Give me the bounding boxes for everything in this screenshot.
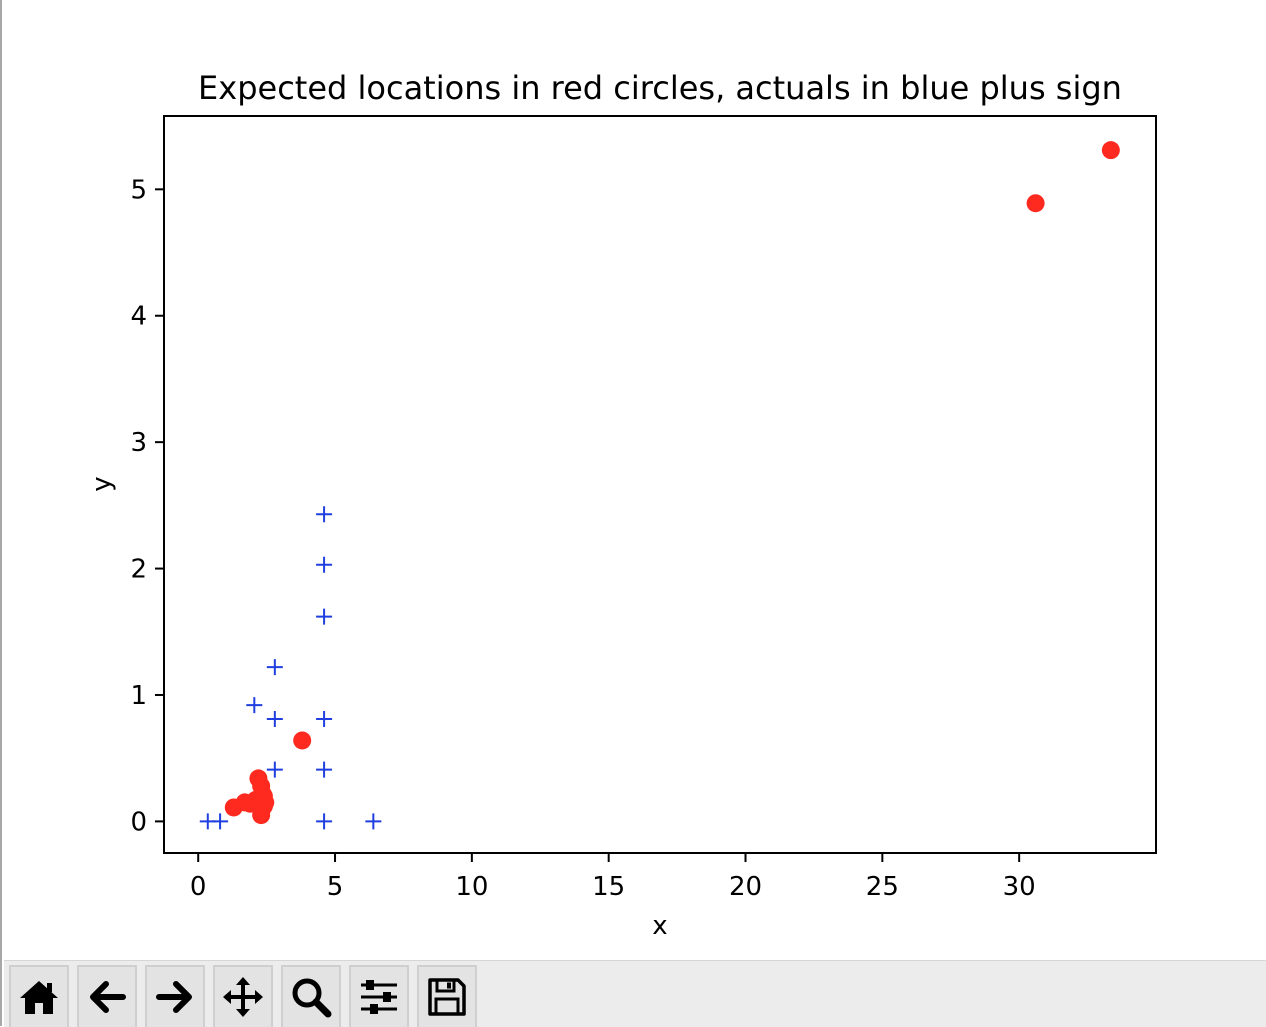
back-button[interactable]: [77, 965, 137, 1027]
x-tick-label: 5: [327, 872, 344, 902]
actual-location-point: [246, 697, 263, 714]
actual-location-point: [316, 608, 333, 625]
home-icon: [20, 981, 58, 1014]
x-tick-label: 10: [455, 872, 488, 902]
forward-button[interactable]: [145, 965, 205, 1027]
y-tick-label: 4: [130, 302, 147, 332]
pan-button[interactable]: [213, 965, 273, 1027]
configure-subplots-icon: [361, 980, 397, 1014]
actual-location-point: [365, 813, 382, 830]
x-axis: 0 5 10 15 20 25 30: [190, 853, 1036, 902]
actual-location-point: [316, 711, 333, 727]
y-tick-label: 0: [130, 807, 147, 837]
x-tick-label: 25: [866, 872, 899, 902]
x-axis-label: x: [652, 911, 667, 941]
actual-location-point: [316, 556, 333, 573]
expected-location-point: [1101, 141, 1120, 160]
pan-icon: [223, 977, 263, 1017]
x-tick-label: 0: [190, 872, 207, 902]
y-tick-label: 2: [130, 555, 147, 585]
zoom-button[interactable]: [281, 965, 341, 1027]
y-tick-label: 1: [130, 681, 147, 711]
expected-location-point: [1026, 194, 1045, 213]
actual-location-point: [316, 813, 333, 830]
save-icon: [428, 978, 466, 1016]
y-tick-label: 5: [130, 175, 147, 205]
y-axis-label: y: [87, 476, 117, 491]
navigation-toolbar: [4, 960, 1266, 1027]
plot-area: [163, 115, 1157, 854]
x-tick-label: 30: [1003, 872, 1036, 902]
actual-location-point: [316, 761, 333, 778]
forward-arrow-icon: [156, 981, 192, 1013]
zoom-icon: [292, 978, 332, 1018]
y-axis: 0 1 2 3 4 5: [130, 175, 164, 837]
x-tick-label: 15: [592, 872, 625, 902]
figure-canvas: Expected locations in red circles, actua…: [87, 69, 1157, 941]
expected-location-point: [293, 731, 312, 750]
back-arrow-icon: [90, 981, 126, 1013]
y-tick-label: 3: [130, 428, 147, 458]
actual-location-point: [266, 711, 283, 727]
scatter-markers: [199, 141, 1120, 830]
x-tick-label: 20: [729, 872, 762, 902]
actual-location-point: [266, 761, 283, 778]
actual-location-point: [316, 506, 333, 523]
home-button[interactable]: [9, 965, 69, 1027]
actual-location-point: [266, 659, 283, 676]
configure-subplots-button[interactable]: [349, 965, 409, 1027]
actual-location-point: [212, 813, 229, 830]
chart-title: Expected locations in red circles, actua…: [198, 69, 1122, 107]
expected-location-point: [252, 806, 271, 825]
save-button[interactable]: [417, 965, 477, 1027]
